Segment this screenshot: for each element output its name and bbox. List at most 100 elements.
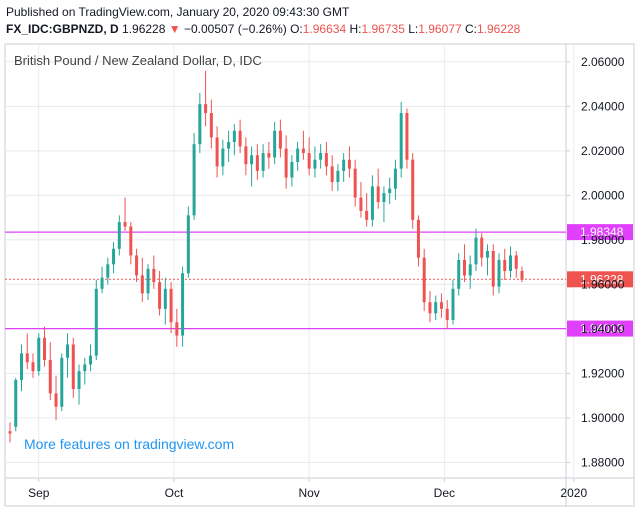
candle-body (428, 302, 432, 314)
candles (8, 70, 524, 443)
x-tick-label: Nov (298, 486, 319, 500)
candle-body (146, 268, 150, 294)
y-tick-label: 1.88000 (581, 455, 625, 469)
chart-title: British Pound / New Zealand Dollar, D, I… (14, 53, 262, 68)
candle-body (451, 288, 455, 320)
candle-body (181, 273, 185, 336)
candle-body (204, 104, 208, 113)
candle-body (100, 277, 104, 289)
horizontal-lines: 1.98348 1.94013 1.96228 (5, 224, 633, 337)
down-arrow-icon: ▼ (168, 22, 181, 36)
y-tick-label: 2.06000 (581, 55, 625, 69)
candle-body (48, 360, 52, 394)
y-tick-label: 1.92000 (581, 366, 625, 380)
symbol-info-line: FX_IDC:GBPNZD, D 1.96228 ▼ −0.00507 (−0.… (6, 22, 520, 36)
candle-body (66, 344, 70, 358)
candle-body (491, 250, 495, 287)
candle-body (485, 250, 489, 258)
candle-body (434, 302, 438, 314)
candle-body (503, 259, 507, 272)
candle-body (301, 148, 305, 154)
high-value: 1.96735 (361, 22, 405, 36)
candle-body (497, 259, 501, 287)
candle-body (31, 362, 35, 372)
chart-frame (4, 43, 635, 507)
symbol-name: FX_IDC:GBPNZD, D (6, 22, 119, 36)
candle-body (514, 255, 518, 269)
open-value: 1.96634 (302, 22, 347, 36)
promo-link[interactable]: More features on tradingview.com (24, 436, 235, 452)
candle-body (273, 130, 277, 158)
x-tick-label: Dec (434, 486, 455, 500)
candle-body (342, 159, 346, 171)
high-label: H: (349, 22, 362, 36)
candle-body (416, 219, 420, 258)
candle-body (89, 355, 93, 365)
candle-body (468, 264, 472, 276)
candle-body (123, 222, 127, 227)
candle-body (8, 431, 12, 434)
candle-body (520, 271, 524, 280)
candle-body (422, 257, 426, 303)
candle-body (480, 237, 484, 258)
candle-body (152, 268, 156, 283)
candle-body (330, 166, 334, 182)
y-tick-label: 1.96000 (581, 277, 625, 291)
candle-body (169, 288, 173, 323)
candle-body (359, 197, 363, 211)
candle-body (43, 337, 47, 361)
candle-body (140, 275, 144, 294)
candle-body (324, 153, 328, 167)
candle-body (106, 264, 110, 278)
candle-body (445, 308, 449, 320)
y-tick-label: 2.02000 (581, 144, 625, 158)
candle-body (290, 161, 294, 178)
candle-body (457, 259, 461, 289)
candle-body (112, 248, 116, 265)
candle-body (399, 112, 403, 169)
candle-body (250, 155, 254, 165)
y-tick-label: 1.90000 (581, 411, 625, 425)
published-line: Published on TradingView.com, January 20… (6, 5, 350, 19)
x-tick-label: Sep (28, 486, 50, 500)
candle-body (278, 130, 282, 149)
candle-body (462, 259, 466, 276)
candle-body (129, 226, 133, 256)
price-change: −0.00507 (−0.26%) (183, 22, 287, 36)
candle-body (336, 170, 340, 182)
candle-body (474, 237, 478, 265)
last-price: 1.96228 (122, 22, 166, 36)
open-label: O: (290, 22, 303, 36)
candle-body (376, 186, 380, 203)
candle-body (71, 344, 75, 389)
candle-body (209, 112, 213, 138)
candle-body (319, 153, 323, 160)
candle-body (215, 137, 219, 167)
candle-body (508, 255, 512, 272)
candle-body (307, 153, 311, 169)
horizontal-level-label: 1.94013 (580, 322, 624, 336)
horizontal-level-tag (567, 320, 633, 337)
candle-body (232, 130, 236, 142)
candle-body (158, 282, 162, 309)
candle-body (382, 193, 386, 203)
close-value: 1.96228 (476, 22, 521, 36)
close-label: C: (464, 22, 477, 36)
grid-layer (5, 44, 575, 482)
candle-body (25, 353, 29, 363)
candle-body (405, 112, 409, 160)
candle-body (227, 141, 231, 149)
candle-body (175, 322, 179, 336)
candle-body (54, 393, 58, 407)
candle-body (135, 255, 139, 276)
candle-body (238, 130, 242, 147)
low-value: 1.96077 (418, 22, 462, 36)
x-tick-label: 2020 (560, 486, 587, 500)
candle-body (365, 210, 369, 220)
horizontal-level-label: 1.98348 (580, 225, 624, 239)
horizontal-level-tag (567, 224, 633, 241)
candle-body (60, 357, 64, 407)
candle-body (14, 380, 18, 427)
candle-body (296, 148, 300, 162)
